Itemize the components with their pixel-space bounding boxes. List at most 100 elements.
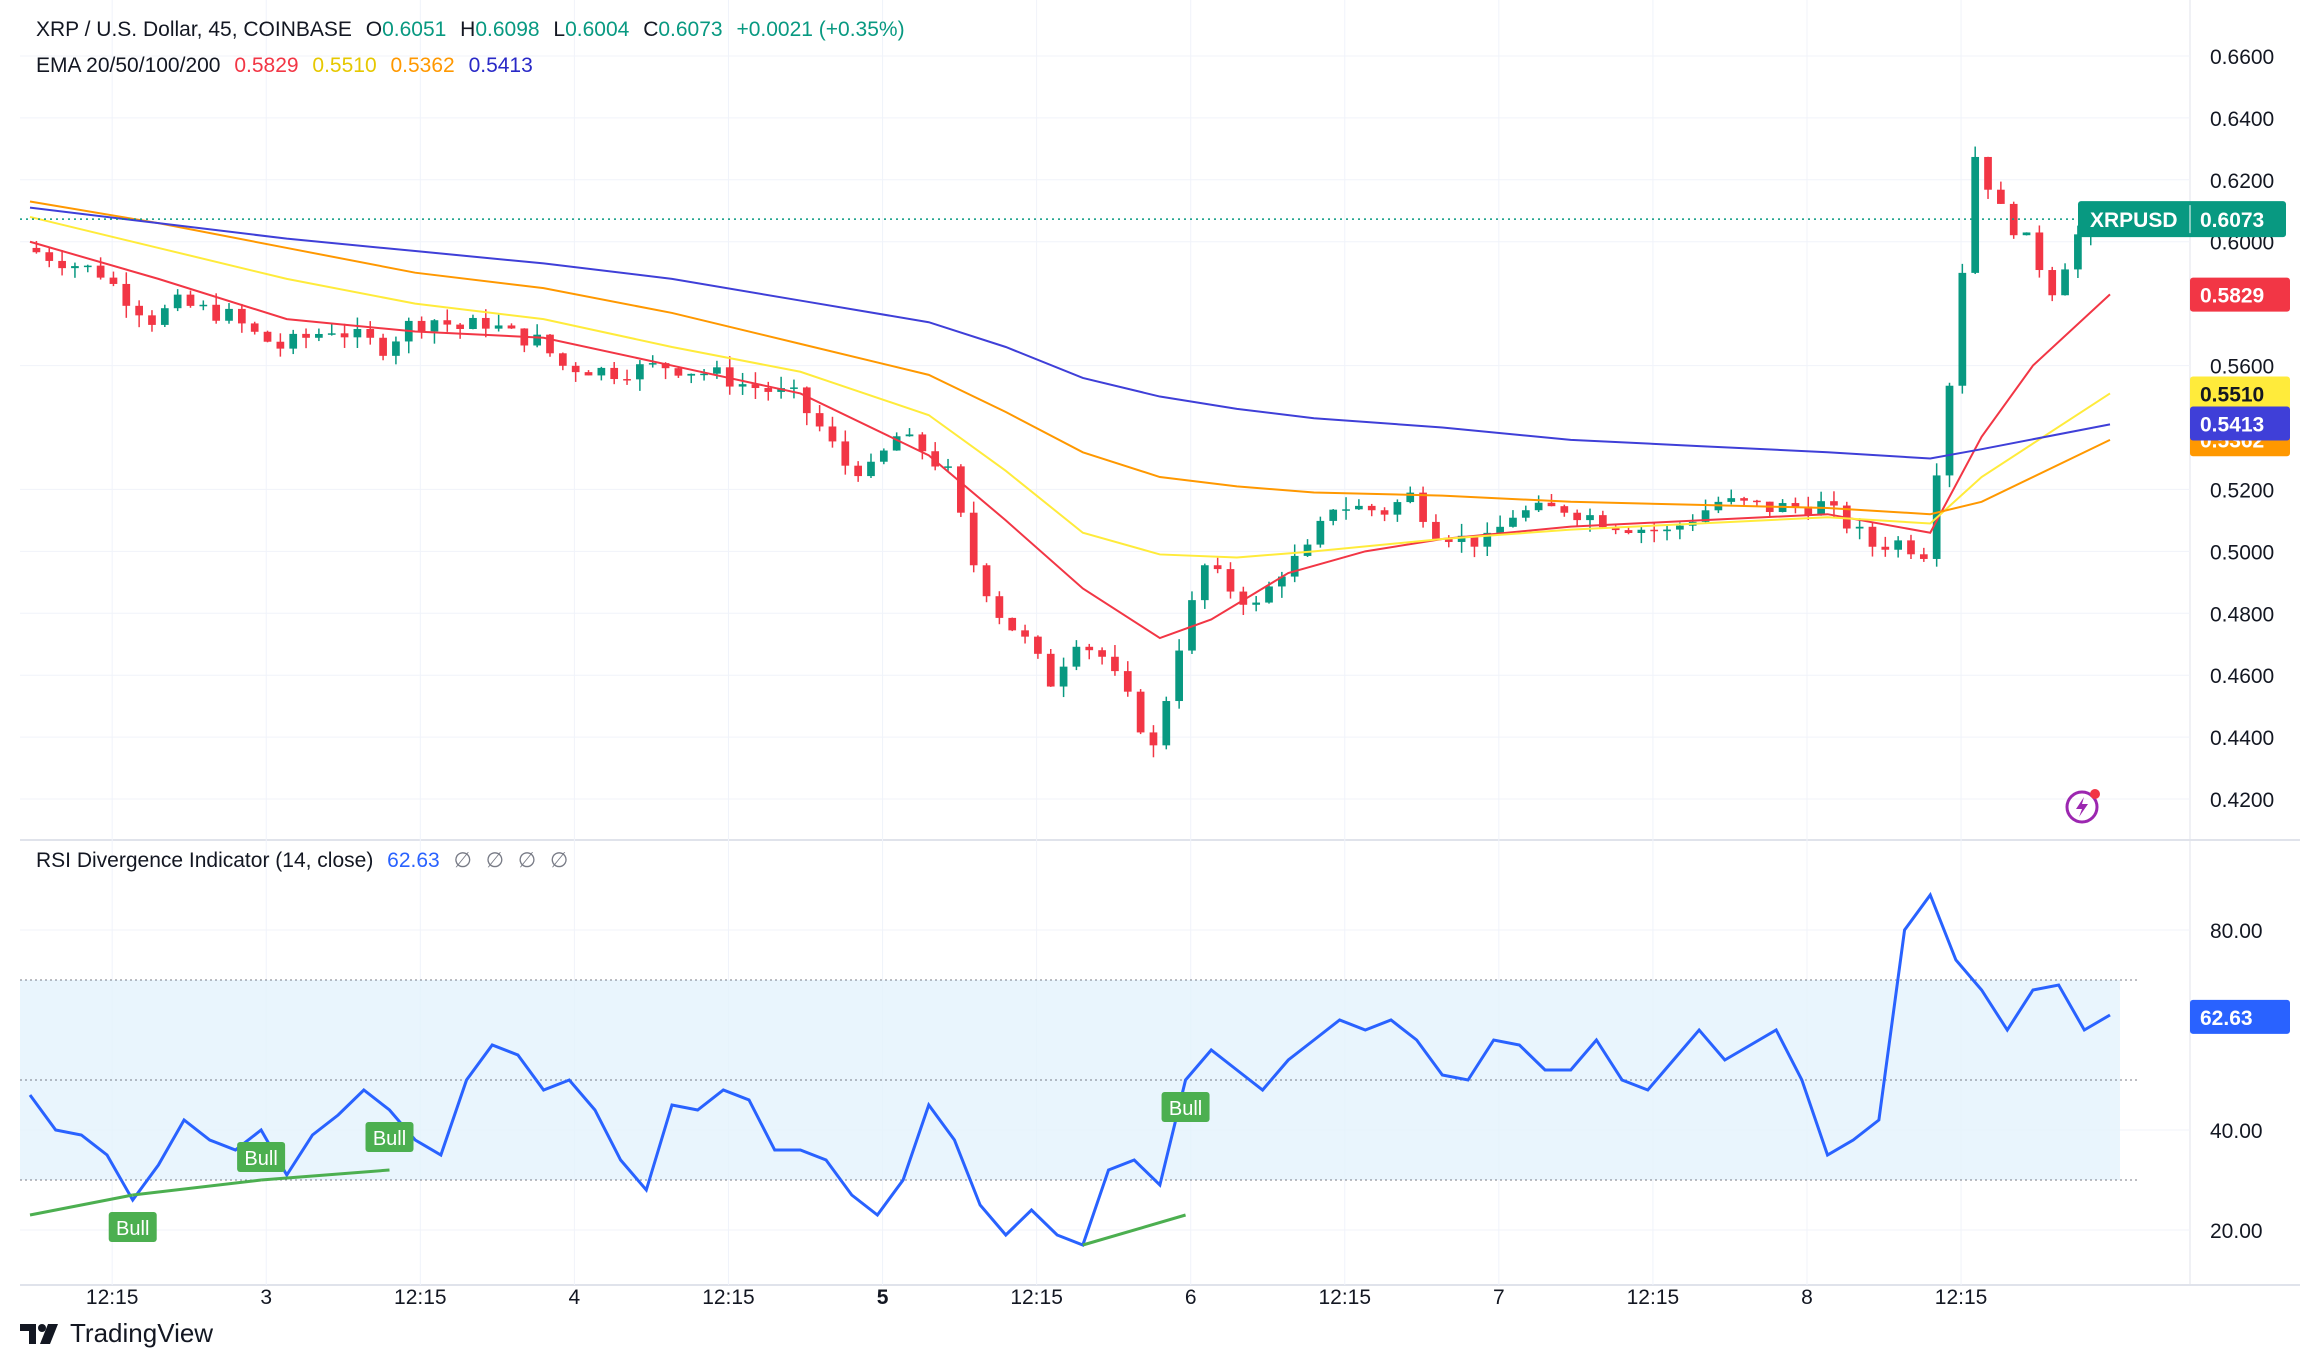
rsi-value: 62.63 (387, 849, 440, 872)
candle-body (494, 325, 503, 329)
candle-body (1534, 502, 1543, 511)
candle-body (2061, 269, 2069, 296)
candle-body (815, 413, 824, 427)
candle-body (1290, 555, 1299, 577)
candle-body (571, 365, 580, 373)
rsi-pane[interactable]: Bull Bull Bull Bull (20, 891, 2140, 1247)
candle-body (392, 341, 400, 356)
candle-body (1676, 525, 1684, 530)
low-label: L (553, 18, 566, 41)
ema-badge (2190, 406, 2290, 441)
candle-body (1586, 515, 1594, 521)
price-axis: 0.6600 0.6400 0.6200 0.6000 0.5600 0.5200 0.50… (2078, 46, 2290, 1243)
ema50-value: 0.5510 (312, 54, 377, 77)
candle-body (1072, 646, 1081, 667)
candle-body (828, 426, 837, 442)
candle-body (1419, 492, 1427, 522)
candle-body (199, 304, 208, 307)
candle-body (96, 265, 105, 278)
candle-body (481, 317, 490, 329)
candle-body (1355, 505, 1363, 510)
price-tick-label: 0.5000 (2210, 541, 2274, 564)
candle-body (700, 373, 708, 376)
candle-body (45, 252, 54, 261)
candle-body (879, 450, 888, 462)
candle-body (430, 320, 439, 332)
candle-body (1804, 506, 1813, 515)
time-tick-label: 12:15 (702, 1286, 755, 1309)
candle-body (1252, 602, 1261, 605)
candle-body (1650, 529, 1659, 532)
candle-body (764, 388, 773, 392)
candle-body (725, 367, 734, 387)
candle-body (905, 434, 914, 437)
candle-body (1034, 636, 1042, 654)
high-value: 0.6098 (475, 18, 540, 41)
candle-body (841, 441, 850, 466)
candle-body (918, 434, 927, 452)
candle-body (982, 565, 991, 597)
candle-body (1136, 691, 1145, 733)
candle-body (1868, 526, 1877, 547)
candle-body (1740, 498, 1748, 501)
price-tick-label: 0.4200 (2210, 789, 2274, 812)
footer[interactable]: TradingView (20, 1318, 213, 1349)
ema-label: EMA 20/50/100/200 (36, 54, 221, 77)
rsi-line (28, 891, 2111, 1247)
time-tick-label: 4 (569, 1286, 581, 1309)
bull-label: Bull (1169, 1098, 1202, 1120)
candle-body (674, 368, 683, 376)
candle-body (1637, 529, 1646, 533)
candle-body (2022, 232, 2031, 236)
time-tick-label: 5 (877, 1286, 889, 1309)
rsi-badge-value: 62.63 (2200, 1007, 2253, 1030)
candle-body (327, 333, 336, 335)
symbol-title: XRP / U.S. Dollar, 45, COINBASE (36, 18, 352, 41)
candle-body (802, 387, 811, 414)
candle-body (507, 325, 516, 329)
candle-body (469, 317, 477, 329)
candle-body (546, 334, 554, 354)
price-tick-label: 0.6200 (2210, 170, 2274, 193)
candle-body (1200, 565, 1209, 601)
close-value: 0.6073 (658, 18, 723, 41)
candle-body (32, 247, 41, 253)
candle-body (212, 304, 221, 321)
candle-body (1457, 535, 1466, 542)
candle-body (1188, 600, 1196, 651)
price-pane[interactable] (20, 146, 2190, 758)
candle-body (1727, 498, 1736, 502)
candle-body (1406, 492, 1415, 503)
candle-body (1085, 646, 1094, 651)
rsi-label: RSI Divergence Indicator (14, close) (36, 849, 374, 872)
candle-body (276, 341, 285, 349)
candle-body (1496, 526, 1504, 533)
candle-body (1226, 569, 1235, 592)
bull-label-bg (108, 1212, 157, 1242)
candle-body (854, 465, 862, 477)
lightning-icon[interactable] (2062, 785, 2102, 825)
candle-body (109, 277, 118, 284)
candle-body (1997, 189, 2005, 204)
candle-body (315, 333, 323, 338)
ema200-value: 0.5413 (468, 54, 533, 77)
candle-body (1753, 500, 1761, 503)
candle-body (1380, 510, 1389, 515)
ema100-value: 0.5362 (390, 54, 455, 77)
candle-body (1265, 586, 1273, 603)
candle-body (1855, 526, 1864, 529)
candle-body (892, 436, 901, 451)
ema-badge-value: 0.5413 (2200, 413, 2264, 436)
close-label: C (643, 18, 659, 41)
time-tick-label: 12:15 (1935, 1286, 1988, 1309)
rsi-empty-2: ∅ (485, 849, 504, 872)
bull-divergence-line (1082, 1213, 1186, 1247)
candle-body (263, 331, 272, 342)
candle-body (1162, 701, 1171, 746)
high-label: H (460, 18, 476, 41)
ema-badge (2190, 376, 2290, 411)
candle-body (1329, 509, 1338, 521)
rsi-legend: RSI Divergence Indicator (14, close) 62.… (36, 848, 576, 873)
candle-body (584, 372, 593, 376)
